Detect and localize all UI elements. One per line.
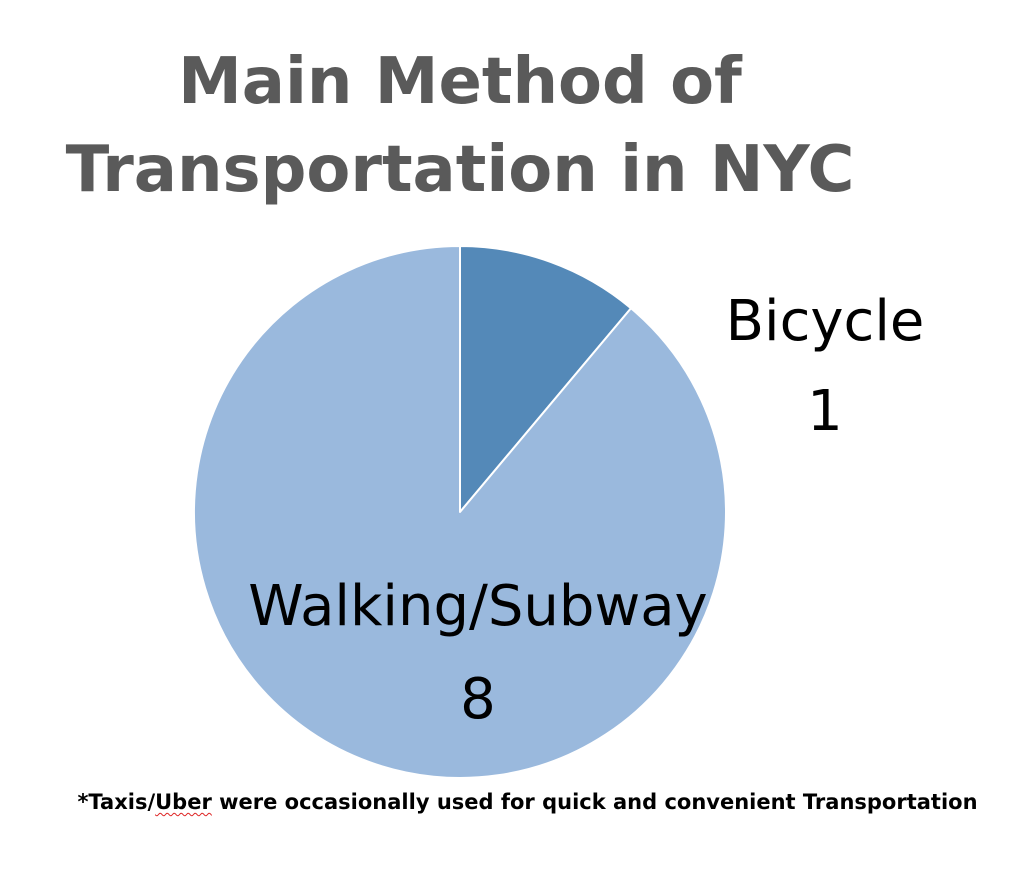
pie-labels: Bicycle 1 Walking/Subway 8: [248, 289, 924, 732]
footnote: *Taxis/Uber were occasionally used for q…: [0, 790, 1024, 814]
pie-label-value-walking-subway: 8: [460, 667, 496, 732]
pie-label-value-bicycle: 1: [807, 379, 843, 444]
pie-slice-walking-subway: [193, 245, 727, 779]
footnote-prefix: *Taxis/: [77, 790, 156, 814]
pie-slices: [193, 245, 727, 779]
chart-title-line-2: Transportation in NYC: [65, 133, 855, 207]
pie-label-category-bicycle: Bicycle: [726, 289, 925, 354]
pie-slice-bicycle: [459, 245, 632, 513]
chart-title-line-1: Main Method of: [178, 45, 742, 119]
footnote-flagged-word: Uber: [155, 790, 212, 814]
chart-title: Main Method of Transportation in NYC: [0, 38, 920, 214]
footnote-suffix: were occasionally used for quick and con…: [211, 790, 978, 814]
pie-label-category-walking-subway: Walking/Subway: [248, 574, 707, 639]
